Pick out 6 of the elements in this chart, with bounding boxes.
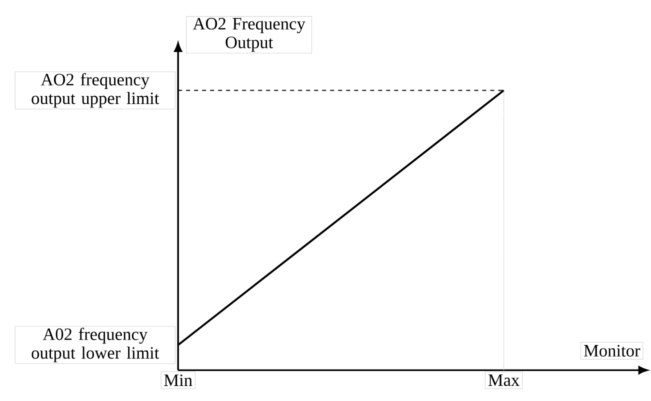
annotation: AO2 frequency output upper limit — [32, 72, 160, 108]
x-tick-label: Min — [164, 374, 192, 386]
annotation: A02 frequency output lower limit — [32, 328, 160, 362]
y-axis-title: AO2 Frequency Output — [192, 18, 306, 52]
x-axis-title: Monitor — [584, 344, 640, 356]
x-tick-label: Max — [488, 374, 520, 386]
